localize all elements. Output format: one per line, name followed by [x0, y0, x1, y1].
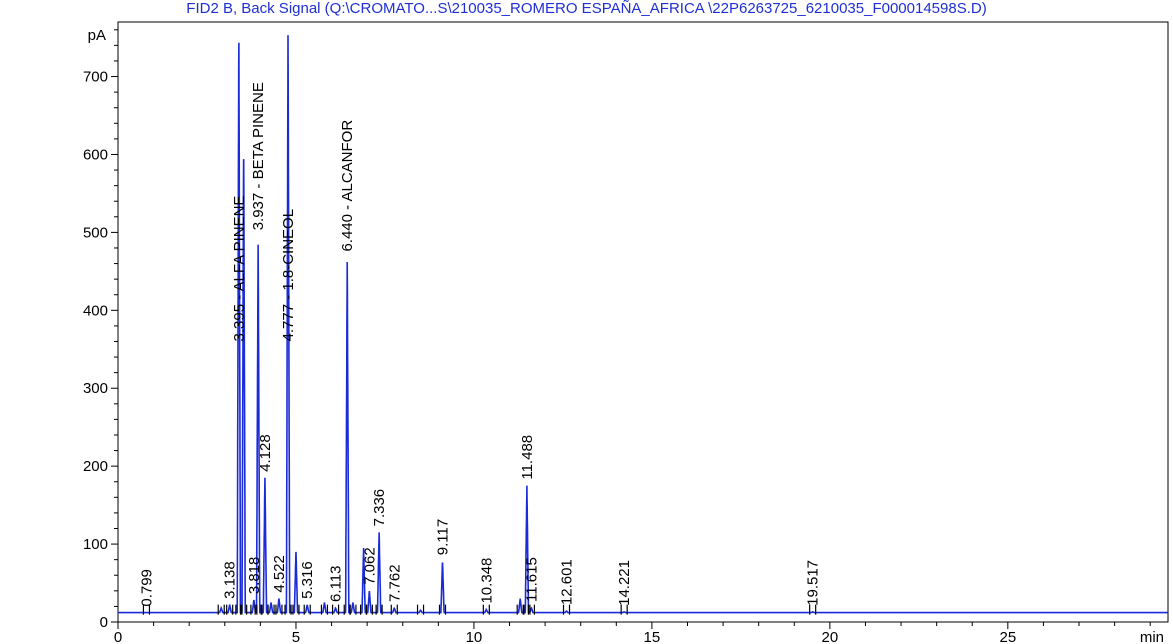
x-axis-label: min: [1140, 629, 1164, 644]
y-tick-label: 0: [100, 614, 108, 631]
y-tick-label: 700: [83, 69, 108, 86]
peak-label: 10.348: [478, 558, 495, 604]
y-tick-label: 200: [83, 458, 108, 475]
peak-label: 9.117: [435, 519, 452, 555]
peak-label: 19.517: [805, 560, 822, 606]
peak-label: 6.440 - ALCANFOR: [339, 120, 356, 252]
x-tick-label: 25: [999, 629, 1016, 644]
x-tick-label: 5: [292, 629, 300, 644]
peak-label: 3.937 - BETA PINENE: [250, 82, 267, 230]
x-tick-label: 10: [466, 629, 483, 644]
x-tick-label: 0: [114, 629, 122, 644]
y-tick-label: 400: [83, 302, 108, 319]
y-axis-label: pA: [88, 27, 106, 44]
peak-label: 7.336: [371, 489, 388, 527]
peak-label: 11.615: [523, 557, 540, 602]
peak-label: 7.062: [361, 547, 378, 585]
peak-label: 4.522: [271, 555, 288, 593]
peak-label: 11.488: [519, 435, 536, 480]
peak-label: 3.818: [246, 557, 263, 595]
peak-label: 7.762: [386, 564, 403, 602]
y-tick-label: 600: [83, 146, 108, 163]
signal-trace: [118, 35, 1168, 614]
x-tick-label: 15: [644, 629, 661, 644]
plot-frame: [117, 21, 1169, 623]
peak-label: 5.316: [299, 561, 316, 599]
x-tick-label: 20: [822, 629, 839, 644]
y-tick-label: 300: [83, 380, 108, 397]
peak-label: 6.113: [328, 566, 345, 602]
y-tick-label: 100: [83, 536, 108, 553]
peak-label: 3.138: [222, 561, 239, 599]
peak-label: 3.395 - ALFA PINENE: [231, 196, 248, 342]
peak-label: 14.221: [616, 560, 633, 606]
peak-label: 0.799: [138, 569, 155, 607]
peak-label: 4.777 - 1.8-CINEOL: [280, 209, 297, 342]
peak-label: 12.601: [559, 559, 576, 605]
y-tick-label: 500: [83, 224, 108, 241]
chart-title: FID2 B, Back Signal (Q:\CROMATO...S\2100…: [186, 0, 987, 17]
peak-label: 4.128: [257, 434, 274, 472]
